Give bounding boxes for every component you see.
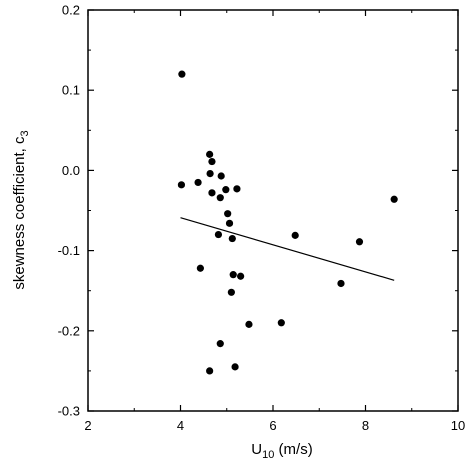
x-axis-label: U10 (m/s) (251, 441, 312, 461)
data-point (217, 172, 225, 180)
data-point (355, 238, 364, 246)
y-tick-label: 0.2 (62, 3, 80, 18)
y-tick-label: -0.2 (58, 323, 80, 338)
y-tick-label: -0.3 (58, 404, 80, 419)
y-tick-label: -0.1 (58, 243, 80, 258)
data-point (228, 234, 236, 243)
x-tick-label: 4 (177, 418, 184, 433)
y-tick-label: 0.1 (62, 83, 80, 98)
y-axis: -0.3 -0.2 -0.1 0.0 0.1 0.2 (58, 3, 458, 419)
data-point (208, 157, 216, 166)
trend-line (180, 217, 395, 281)
x-tick-label: 8 (362, 418, 369, 433)
data-point (178, 70, 186, 78)
x-tick-label: 6 (269, 418, 276, 433)
y-tick-label: 0.0 (62, 163, 80, 178)
data-point (390, 195, 398, 203)
data-point (227, 288, 235, 296)
data-point (216, 194, 224, 202)
data-point (208, 189, 216, 197)
data-point (231, 363, 239, 371)
data-point (206, 170, 214, 178)
data-point (225, 219, 234, 227)
data-point (222, 186, 230, 194)
x-tick-label: 10 (451, 418, 465, 433)
y-axis-label: skewness coefficient, c3 (11, 130, 31, 289)
data-point (206, 367, 214, 375)
data-point (224, 210, 232, 218)
data-point (216, 340, 224, 348)
data-point (277, 319, 285, 327)
data-point (206, 150, 214, 158)
data-point (194, 178, 202, 187)
data-point (233, 185, 241, 193)
data-point (237, 272, 245, 280)
data-point (291, 231, 299, 239)
data-point (177, 181, 186, 189)
data-point (214, 230, 223, 239)
x-axis: 2 4 6 8 10 (84, 10, 465, 433)
plot-frame (87, 9, 459, 412)
data-point (337, 279, 345, 288)
x-tick-label: 2 (84, 418, 91, 433)
data-point (245, 320, 253, 328)
data-points (177, 70, 398, 375)
data-point (196, 264, 204, 272)
data-point (229, 271, 237, 279)
